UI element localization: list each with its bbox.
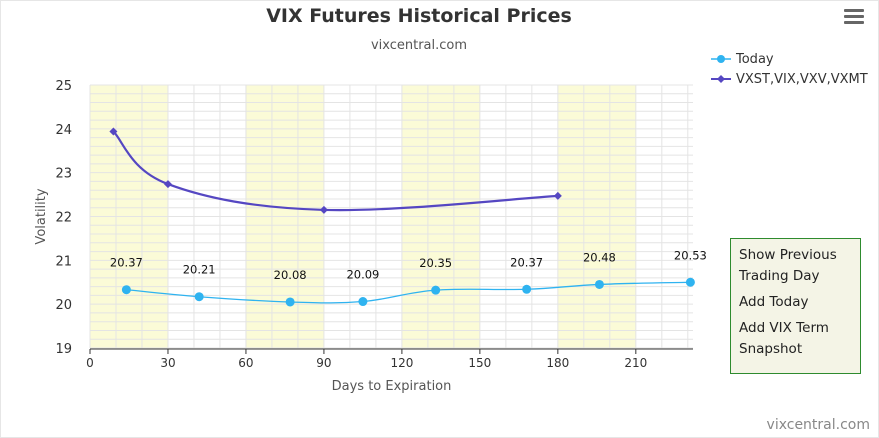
- data-point-term: [553, 191, 562, 200]
- y-tick-label: 21: [55, 254, 72, 269]
- hamburger-menu-icon[interactable]: [844, 9, 864, 27]
- data-point-term: [319, 205, 328, 214]
- chart-legend: Today VXST,VIX,VXV,VXMT: [711, 49, 868, 89]
- y-tick-label: 24: [55, 123, 72, 138]
- menu-bar: [844, 15, 864, 18]
- data-point-today: [285, 297, 295, 307]
- data-label: 20.35: [419, 256, 452, 270]
- menu-bar: [844, 9, 864, 12]
- data-point-term: [163, 180, 172, 189]
- x-tick-label: 150: [468, 356, 491, 370]
- y-tick-label: 23: [55, 167, 72, 182]
- menu-bar: [844, 21, 864, 24]
- add-today-button[interactable]: Add Today: [739, 294, 809, 310]
- circle-marker-icon: [711, 55, 731, 63]
- x-tick-label: 0: [86, 356, 94, 370]
- data-point-today: [522, 284, 532, 294]
- x-axis-label: Days to Expiration: [332, 379, 452, 394]
- x-tick-label: 60: [238, 356, 253, 370]
- x-tick-label: 210: [624, 356, 647, 370]
- x-tick-label: 180: [546, 356, 569, 370]
- data-label: 20.48: [583, 250, 616, 264]
- data-label: 20.37: [510, 255, 543, 269]
- diamond-marker-icon: [711, 75, 731, 83]
- legend-label: VXST,VIX,VXV,VXMT: [736, 71, 868, 87]
- data-point-today: [594, 279, 604, 289]
- data-point-today: [194, 292, 204, 302]
- data-label: 20.37: [110, 256, 143, 270]
- y-tick-label: 20: [55, 298, 72, 313]
- data-point-today: [358, 297, 368, 307]
- data-label: 20.21: [183, 263, 216, 277]
- data-point-today: [431, 285, 441, 295]
- data-label: 20.09: [346, 268, 379, 282]
- y-tick-label: 19: [55, 342, 72, 357]
- credit-link[interactable]: vixcentral.com: [766, 417, 870, 433]
- legend-item-term[interactable]: VXST,VIX,VXV,VXMT: [711, 69, 868, 89]
- action-panel: Show Previous Trading Day Add Today Add …: [730, 238, 861, 374]
- y-tick-label: 22: [55, 211, 72, 226]
- chart-title: VIX Futures Historical Prices: [266, 5, 572, 27]
- y-axis-label: Volatility: [34, 188, 49, 244]
- data-label: 20.53: [674, 248, 707, 262]
- data-point-today: [121, 285, 131, 295]
- y-tick-label: 25: [55, 79, 72, 94]
- add-term-snapshot-button[interactable]: Add VIX Term Snapshot: [739, 320, 829, 357]
- data-point-today: [685, 277, 695, 287]
- x-tick-label: 120: [390, 356, 413, 370]
- legend-label: Today: [736, 51, 774, 67]
- data-label: 20.08: [274, 268, 307, 282]
- legend-item-today[interactable]: Today: [711, 49, 868, 69]
- show-previous-day-button[interactable]: Show Previous Trading Day: [739, 247, 837, 284]
- x-tick-label: 90: [316, 356, 331, 370]
- chart-subtitle: vixcentral.com: [370, 38, 468, 53]
- data-point-term: [109, 127, 118, 136]
- x-tick-label: 30: [160, 356, 175, 370]
- series-line-term: [112, 130, 558, 212]
